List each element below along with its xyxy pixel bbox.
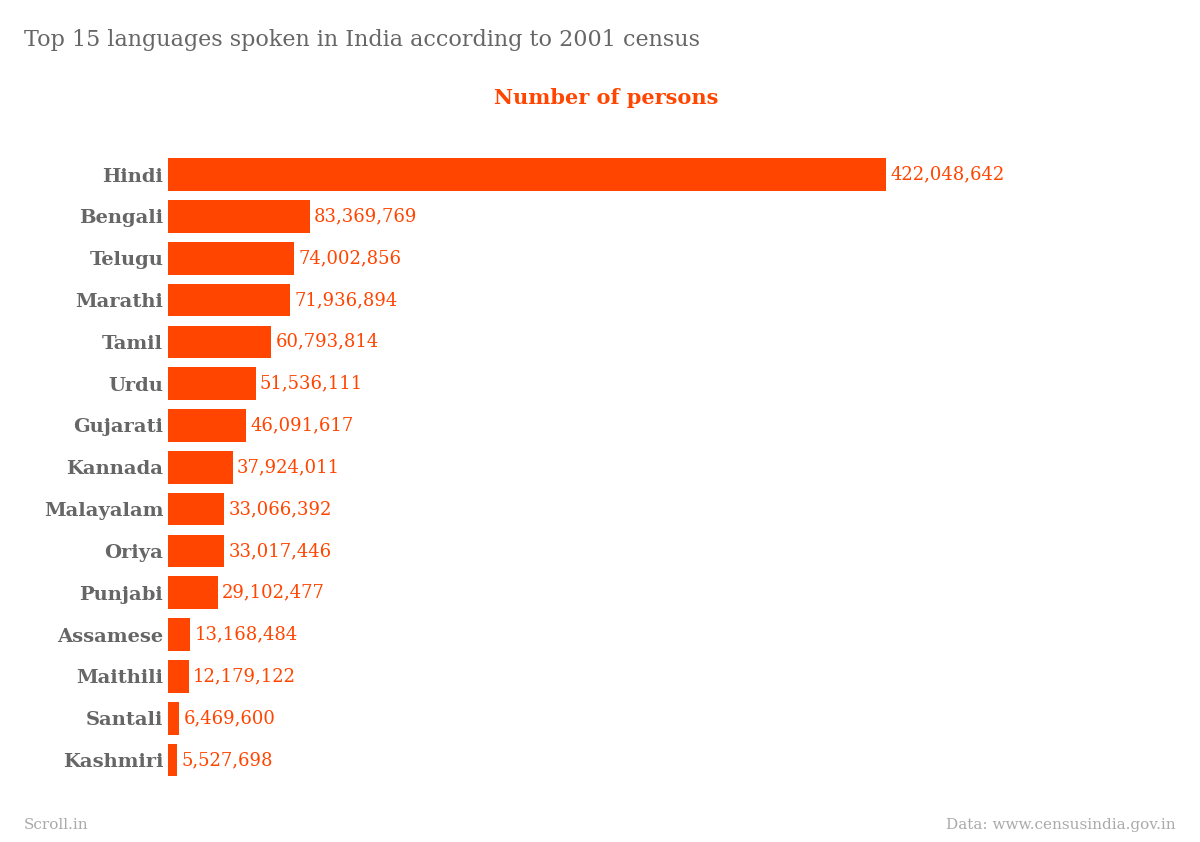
Text: Scroll.in: Scroll.in	[24, 818, 89, 832]
Text: 29,102,477: 29,102,477	[222, 584, 325, 602]
Text: 13,168,484: 13,168,484	[194, 626, 298, 643]
Text: 74,002,856: 74,002,856	[299, 249, 401, 267]
Bar	[168, 451, 233, 483]
Text: 37,924,011: 37,924,011	[236, 458, 340, 477]
Bar	[168, 409, 246, 442]
Bar	[168, 284, 290, 317]
Bar	[168, 326, 271, 358]
Bar	[168, 660, 188, 693]
Bar	[168, 577, 217, 609]
Bar	[168, 618, 191, 651]
Text: 60,793,814: 60,793,814	[276, 333, 379, 351]
Text: 422,048,642: 422,048,642	[890, 166, 1004, 184]
Text: Data: www.censusindia.gov.in: Data: www.censusindia.gov.in	[947, 818, 1176, 832]
Text: 46,091,617: 46,091,617	[251, 417, 354, 434]
Text: 33,066,392: 33,066,392	[228, 500, 332, 518]
Text: 5,527,698: 5,527,698	[181, 751, 274, 769]
Text: Number of persons: Number of persons	[494, 88, 718, 109]
Text: 71,936,894: 71,936,894	[295, 291, 398, 309]
Bar	[168, 493, 224, 525]
Bar	[168, 200, 310, 232]
Bar	[168, 535, 224, 568]
Text: 33,017,446: 33,017,446	[228, 542, 331, 560]
Bar	[168, 242, 294, 274]
Text: 83,369,769: 83,369,769	[314, 207, 418, 226]
Text: 12,179,122: 12,179,122	[193, 668, 296, 685]
Text: 51,536,111: 51,536,111	[260, 375, 364, 392]
Bar	[168, 367, 256, 400]
Text: Top 15 languages spoken in India according to 2001 census: Top 15 languages spoken in India accordi…	[24, 29, 700, 51]
Bar	[168, 702, 179, 734]
Text: 6,469,600: 6,469,600	[184, 709, 275, 727]
Bar	[168, 158, 886, 191]
Bar	[168, 743, 178, 776]
